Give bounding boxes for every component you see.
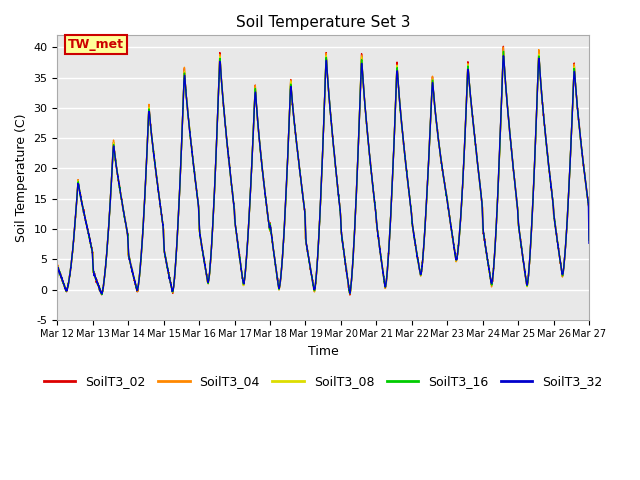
X-axis label: Time: Time: [308, 345, 339, 358]
Title: Soil Temperature Set 3: Soil Temperature Set 3: [236, 15, 410, 30]
Y-axis label: Soil Temperature (C): Soil Temperature (C): [15, 113, 28, 242]
Text: TW_met: TW_met: [68, 38, 124, 51]
Legend: SoilT3_02, SoilT3_04, SoilT3_08, SoilT3_16, SoilT3_32: SoilT3_02, SoilT3_04, SoilT3_08, SoilT3_…: [39, 370, 607, 393]
